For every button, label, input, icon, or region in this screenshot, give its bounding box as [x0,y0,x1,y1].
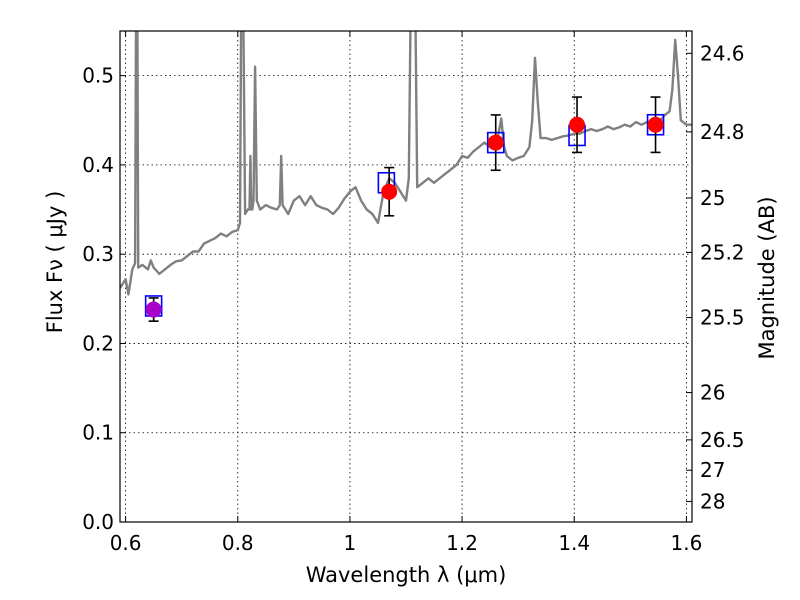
right-tick-label: 25.2 [700,240,745,264]
x-tick-label: 0.6 [110,531,142,555]
right-tick-label: 25 [700,186,725,210]
y-tick-label: 0.4 [82,153,114,177]
x-tick-label: 1.6 [670,531,702,555]
x-tick-label: 0.8 [222,531,254,555]
axis-ticks: 0.6 0.8 1 1.2 1.4 1.6 0.0 0.1 0.2 0.3 0.4 0.5 24.6 24… [82,31,745,555]
x-tick-label: 1.2 [446,531,478,555]
data-point [145,301,162,318]
data-point [647,116,664,133]
right-tick-label: 27 [700,458,725,482]
data-point [569,116,586,133]
right-tick-label: 25.5 [700,306,745,330]
right-tick-label: 24.8 [700,120,745,144]
y-tick-label: 0.0 [82,510,114,534]
spectrum-line [120,31,692,296]
right-tick-label: 26 [700,381,725,405]
right-tick-label: 26.5 [700,428,745,452]
y-axis-title: Flux Fν ( μJy ) [43,191,67,334]
x-axis-title: Wavelength λ (μm) [306,563,507,587]
data-point [381,183,398,200]
plot-area [120,31,692,322]
right-tick-label: 24.6 [700,41,745,65]
right-axis-title: Magnitude (AB) [755,196,779,359]
data-point [487,134,504,151]
y-tick-label: 0.1 [82,421,114,445]
y-tick-label: 0.3 [82,242,114,266]
grid-lines [120,31,692,523]
y-tick-label: 0.2 [82,331,114,355]
right-tick-label: 28 [700,489,725,513]
x-tick-label: 1.4 [558,531,590,555]
plot-frame [119,30,693,523]
x-tick-label: 1 [344,531,357,555]
y-tick-label: 0.5 [82,64,114,88]
